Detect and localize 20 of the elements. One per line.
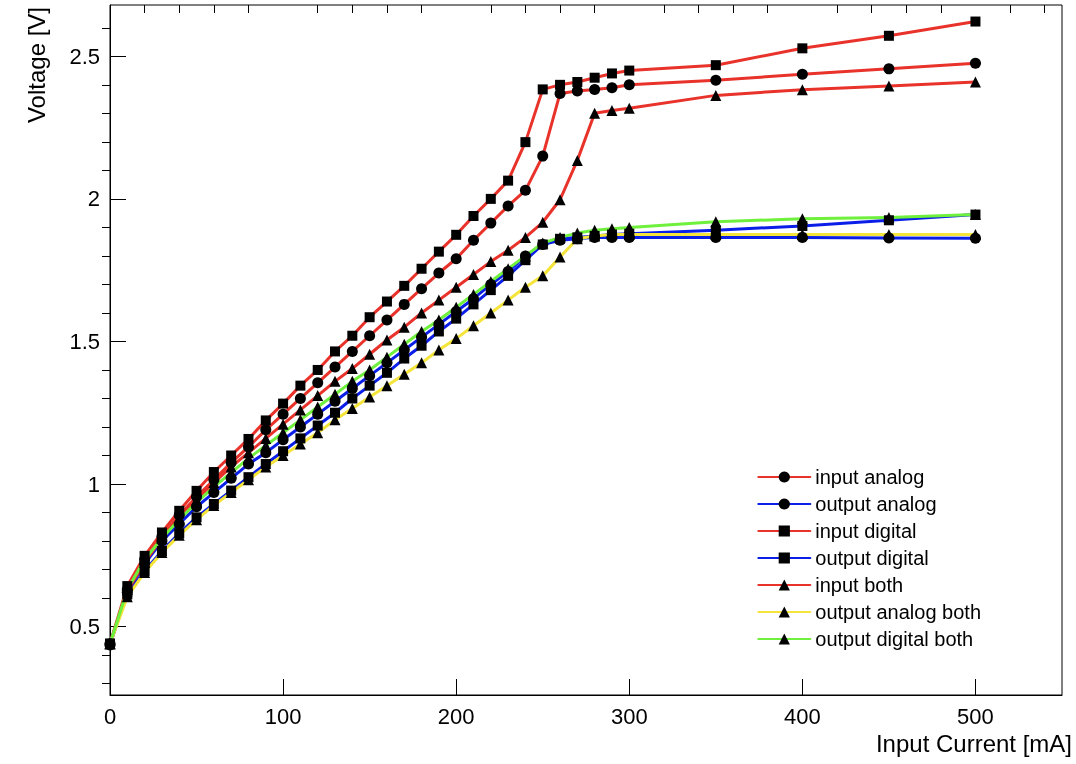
y-tick-label: 2: [87, 186, 100, 212]
x-tick-label: 200: [437, 703, 475, 729]
y-tick-label: 0.5: [69, 614, 100, 640]
legend-label: output analog: [815, 493, 937, 515]
legend-label: input digital: [815, 520, 917, 542]
y-tick-label: 1: [87, 471, 100, 497]
x-axis-title: Input Current [mA]: [875, 729, 1072, 757]
legend-label: output analog both: [815, 601, 981, 623]
y-tick-label: 2.5: [69, 43, 100, 69]
x-tick-label: 500: [957, 703, 994, 729]
x-tick-label: 0: [103, 703, 117, 729]
x-tick-label: 300: [610, 703, 648, 729]
x-tick-label: 100: [264, 703, 302, 729]
legend-label: output digital both: [815, 628, 974, 650]
legend-label: input analog: [815, 466, 925, 488]
y-axis-title: Voltage [V]: [22, 7, 50, 124]
y-tick-label: 1.5: [69, 328, 100, 354]
legend-label: input both: [815, 574, 904, 596]
x-tick-label: 400: [784, 703, 821, 729]
legend-label: output digital: [815, 547, 929, 569]
